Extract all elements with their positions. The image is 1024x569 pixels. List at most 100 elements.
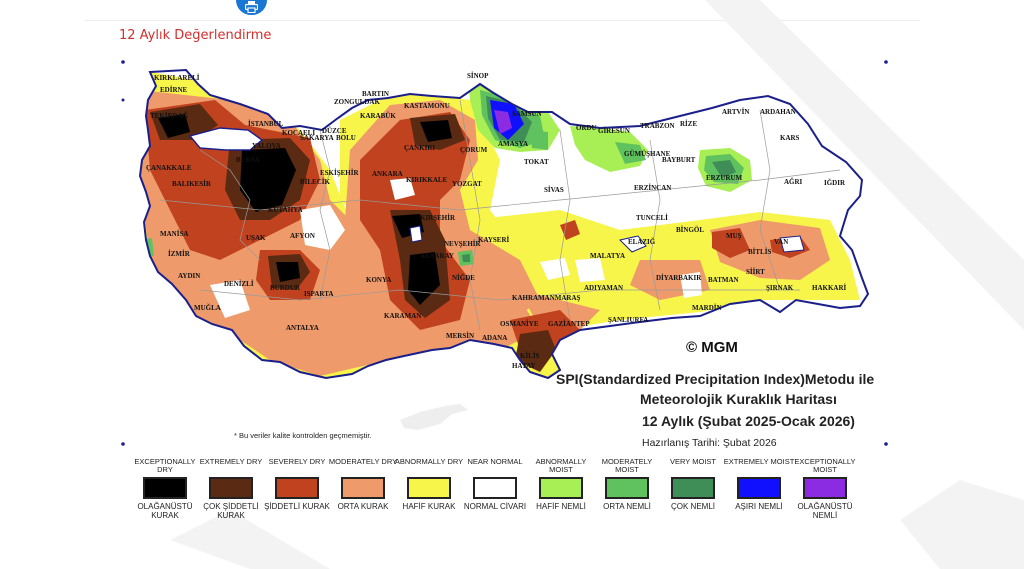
legend-label-en: EXTREMELY DRY xyxy=(199,457,263,466)
city-label: MUĞLA xyxy=(194,304,221,312)
city-label: NİĞDE xyxy=(452,274,475,282)
legend-swatch xyxy=(275,477,319,499)
city-label: KARS xyxy=(780,134,800,142)
city-label: DİYARBAKIR xyxy=(656,274,702,282)
city-label: UŞAK xyxy=(246,234,266,242)
legend-label-en: ABNORMALLY MOIST xyxy=(535,457,587,474)
city-label: ŞIRNAK xyxy=(766,284,794,292)
city-label: AĞRI xyxy=(784,178,803,186)
city-label: TOKAT xyxy=(524,158,549,166)
city-label: ADANA xyxy=(482,334,507,342)
city-label: ÇANKIRI xyxy=(404,144,435,152)
legend-swatch xyxy=(605,477,649,499)
legend-item: MODERATELY MOIST ORTA NEMLİ xyxy=(590,457,664,512)
city-label: DÜZCE xyxy=(322,127,347,135)
city-label: YALOVA xyxy=(252,142,281,150)
legend-swatch xyxy=(209,477,253,499)
legend-label-tr: HAFİF KURAK xyxy=(402,502,456,511)
legend-label-tr: AŞIRI NEMLİ xyxy=(735,502,783,511)
city-label: SAKARYA xyxy=(300,134,334,142)
section-title: 12 Aylık Değerlendirme xyxy=(119,28,272,43)
legend-swatch xyxy=(671,477,715,499)
legend-label-en: ABNORMALLY DRY xyxy=(394,457,464,466)
legend-swatch xyxy=(539,477,583,499)
city-label: ERZİNCAN xyxy=(634,184,671,192)
city-label: GİRESUN xyxy=(598,127,630,135)
city-label: KAYSERİ xyxy=(478,236,510,244)
city-label: BURDUR xyxy=(270,284,301,292)
city-label: KONYA xyxy=(366,276,391,284)
printer-icon xyxy=(245,1,258,13)
city-label: AKSARAY xyxy=(420,252,454,260)
city-label: NEVŞEHİR xyxy=(444,240,482,248)
city-label: SAMSUN xyxy=(512,110,542,118)
city-label: ADIYAMAN xyxy=(584,284,623,292)
city-label: KIRŞEHİR xyxy=(420,214,456,222)
city-label: AMASYA xyxy=(498,140,528,148)
city-label: TEKİRDAĞ xyxy=(150,112,189,120)
city-label: MARDİN xyxy=(692,304,722,312)
legend-swatch xyxy=(803,477,847,499)
legend-swatch xyxy=(407,477,451,499)
city-label: HAKKARİ xyxy=(812,284,847,292)
legend-label-en: EXCEPTIONALLY DRY xyxy=(134,457,196,474)
legend-item: EXTREMELY DRY ÇOK ŞİDDETLİ KURAK xyxy=(194,457,268,521)
city-label: KÜTAHYA xyxy=(268,206,303,214)
city-label: SİVAS xyxy=(544,186,564,194)
legend-label-en: VERY MOIST xyxy=(670,457,716,466)
city-label: ORDU xyxy=(576,124,597,132)
legend-item: EXTREMELY MOIST AŞIRI NEMLİ xyxy=(722,457,796,512)
legend-label-en: NEAR NORMAL xyxy=(467,457,523,466)
city-label: ARTVİN xyxy=(722,108,749,116)
legend-label-en: EXCEPTIONALLY MOIST xyxy=(794,457,856,474)
legend-label-tr: HAFİF NEMLİ xyxy=(536,502,586,511)
legend-item: NEAR NORMAL NORMAL CİVARI xyxy=(458,457,532,512)
city-label: İSTANBUL xyxy=(248,120,284,128)
city-label: BALIKESİR xyxy=(172,180,212,188)
city-label: KOCAELİ xyxy=(282,129,315,137)
city-label: IĞDIR xyxy=(824,179,846,187)
legend-swatch xyxy=(737,477,781,499)
city-label: ARDAHAN xyxy=(760,108,796,116)
legend-item: VERY MOIST ÇOK NEMLİ xyxy=(656,457,730,512)
legend-label-en: MODERATELY MOIST xyxy=(601,457,653,474)
city-label: KIRKLARELİ xyxy=(154,74,200,82)
city-label: MERSİN xyxy=(446,332,474,340)
legend-label-en: EXTREMELY MOIST xyxy=(723,457,795,466)
city-label: BARTIN xyxy=(362,90,389,98)
legend-label-en: MODERATELY DRY xyxy=(328,457,398,466)
city-label: MUŞ xyxy=(726,232,742,240)
map-title-line1: SPI(Standardized Precipitation Index)Met… xyxy=(556,371,874,387)
city-label: ANKARA xyxy=(372,170,403,178)
map-title-line2: Meteorolojik Kuraklık Haritası xyxy=(640,391,837,407)
map-title-line3: 12 Aylık (Şubat 2025-Ocak 2026) xyxy=(642,413,855,429)
legend-swatch xyxy=(341,477,385,499)
city-label: GAZİANTEP xyxy=(548,320,590,328)
legend-label-tr: OLAĞANÜSTÜ KURAK xyxy=(137,502,193,520)
city-label: KARABÜK xyxy=(360,112,396,120)
print-button[interactable] xyxy=(236,0,267,15)
city-label: VAN xyxy=(774,238,788,246)
prepared-date: Hazırlanış Tarihi: Şubat 2026 xyxy=(642,437,777,449)
city-label: AFYON xyxy=(290,232,315,240)
city-label: RİZE xyxy=(680,120,697,128)
city-label: ISPARTA xyxy=(304,290,333,298)
city-label: ELAZIĞ xyxy=(628,238,656,246)
city-label: SİNOP xyxy=(467,72,489,80)
city-label: TUNCELİ xyxy=(636,214,668,222)
city-label: MANİSA xyxy=(160,230,188,238)
city-label: EDİRNE xyxy=(160,86,188,94)
legend-label-tr: ORTA NEMLİ xyxy=(603,502,651,511)
legend-swatch xyxy=(143,477,187,499)
city-label: BATMAN xyxy=(708,276,739,284)
city-label: YOZGAT xyxy=(452,180,482,188)
city-label: ZONGULDAK xyxy=(334,98,380,106)
city-label: BOLU xyxy=(336,134,356,142)
city-label: BAYBURT xyxy=(662,156,696,164)
city-label: BURSA xyxy=(236,156,260,164)
city-label: ÇORUM xyxy=(460,146,488,154)
city-label: BİLECİK xyxy=(300,178,331,186)
city-label: İZMİR xyxy=(168,250,191,258)
city-label: KASTAMONU xyxy=(404,102,450,110)
